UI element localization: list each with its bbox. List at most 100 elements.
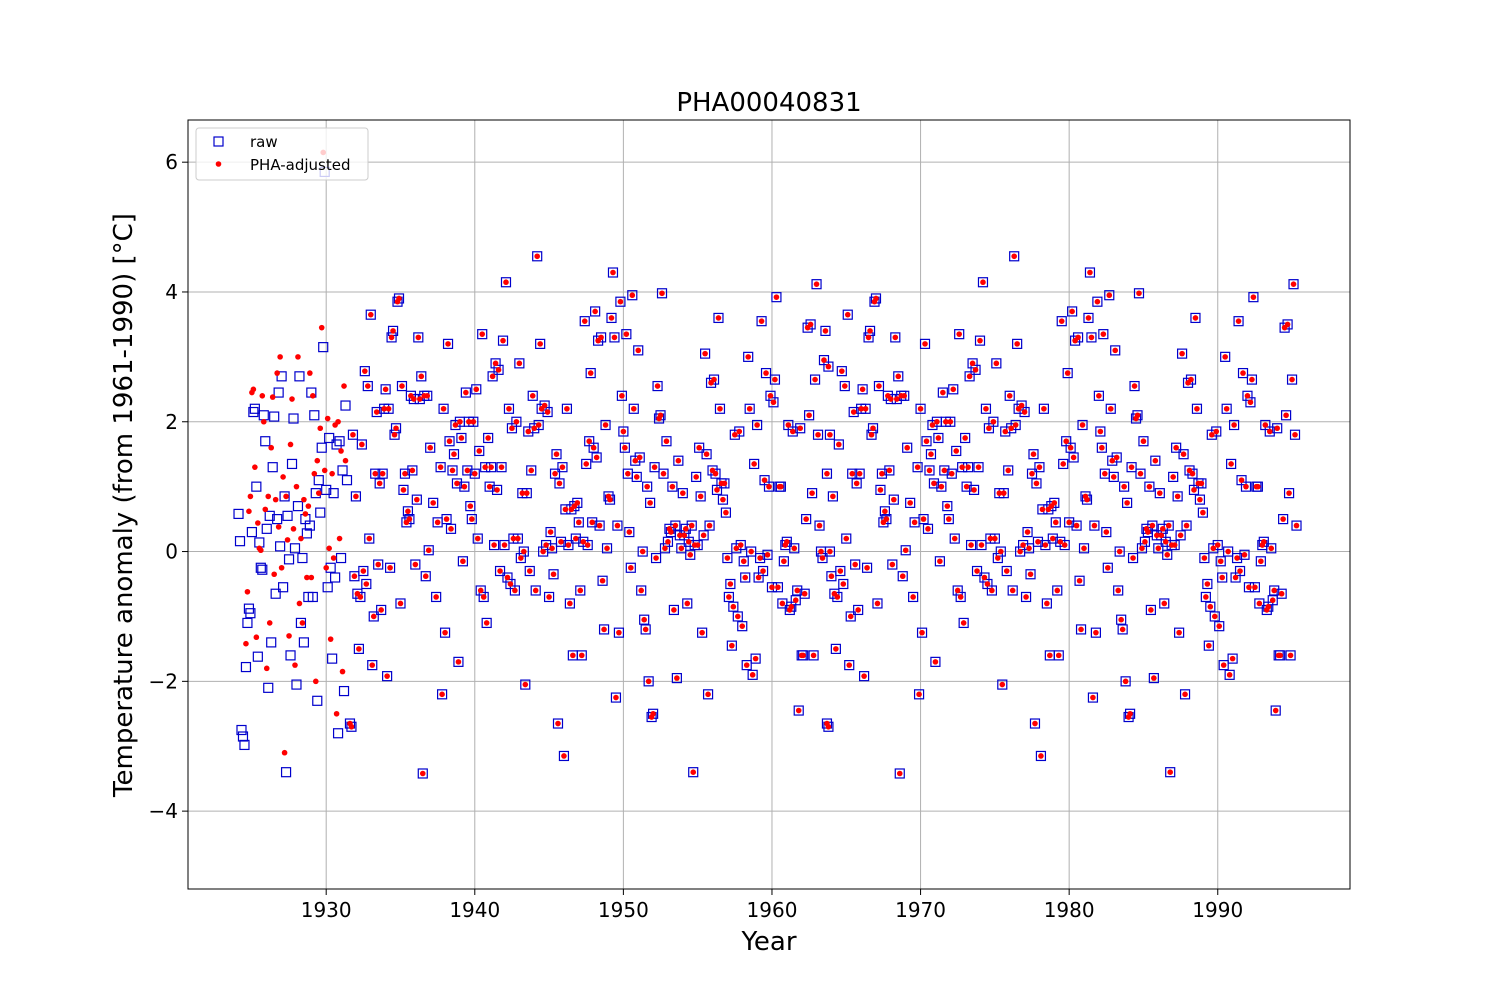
raw-point bbox=[347, 429, 359, 440]
adjusted-point bbox=[1137, 470, 1144, 477]
adjusted-point bbox=[364, 383, 371, 389]
raw-point bbox=[714, 403, 726, 414]
adjusted-point bbox=[598, 334, 604, 341]
adjusted-point bbox=[761, 477, 768, 483]
adjusted-point bbox=[1211, 613, 1218, 620]
raw-point bbox=[741, 660, 752, 671]
raw-point bbox=[659, 543, 671, 554]
raw-point bbox=[1237, 367, 1249, 379]
raw-point bbox=[1242, 390, 1253, 401]
adjusted-point bbox=[268, 444, 275, 451]
adjusted-point bbox=[633, 474, 640, 480]
raw-point bbox=[503, 403, 515, 414]
raw-point bbox=[509, 585, 521, 596]
adjusted-point bbox=[1162, 539, 1169, 545]
raw-point bbox=[340, 400, 351, 411]
raw-point bbox=[579, 316, 590, 327]
adjusted-point bbox=[919, 629, 925, 636]
raw-point bbox=[549, 468, 561, 479]
adjusted-point bbox=[1052, 519, 1059, 526]
raw-point bbox=[515, 552, 526, 564]
adjusted-point bbox=[452, 422, 459, 428]
raw-point bbox=[301, 528, 312, 539]
adjusted-point bbox=[700, 532, 707, 539]
raw-point bbox=[478, 591, 489, 603]
adjusted-point bbox=[742, 574, 749, 581]
adjusted-point bbox=[384, 673, 390, 679]
raw-point bbox=[294, 371, 305, 382]
raw-point bbox=[656, 288, 668, 299]
adjusted-point bbox=[1278, 590, 1285, 597]
adjusted-point bbox=[1244, 393, 1251, 399]
adjusted-point bbox=[246, 508, 252, 515]
raw-point bbox=[737, 621, 748, 632]
raw-point bbox=[1282, 319, 1293, 330]
adjusted-point bbox=[659, 290, 665, 297]
adjusted-point bbox=[1124, 500, 1130, 506]
adjusted-point bbox=[477, 587, 484, 594]
adjusted-point bbox=[861, 673, 867, 679]
adjusted-point bbox=[283, 493, 289, 500]
raw-point bbox=[1266, 543, 1277, 554]
raw-point bbox=[1200, 591, 1211, 603]
adjusted-point bbox=[1243, 483, 1249, 490]
adjusted-point bbox=[694, 542, 701, 548]
raw-point bbox=[436, 689, 448, 700]
adjusted-point bbox=[687, 551, 694, 558]
adjusted-point bbox=[1018, 402, 1025, 409]
adjusted-point bbox=[1085, 315, 1092, 321]
adjusted-point bbox=[515, 535, 521, 542]
raw-point bbox=[376, 604, 387, 616]
adjusted-point bbox=[781, 558, 787, 565]
raw-point bbox=[1289, 429, 1301, 440]
raw-point bbox=[717, 494, 729, 505]
adjusted-point bbox=[329, 470, 335, 477]
adjusted-point bbox=[599, 577, 606, 584]
adjusted-point bbox=[1070, 454, 1077, 461]
raw-point bbox=[327, 653, 338, 664]
adjusted-point bbox=[877, 487, 884, 493]
adjusted-point bbox=[1179, 350, 1185, 357]
adjusted-point bbox=[263, 665, 270, 672]
adjusted-point bbox=[290, 526, 297, 532]
raw-point bbox=[1264, 426, 1275, 437]
adjusted-point bbox=[827, 431, 833, 438]
x-tick-label: 1930 bbox=[301, 898, 352, 922]
adjusted-point bbox=[1128, 464, 1135, 470]
x-tick-label: 1970 bbox=[895, 898, 946, 922]
adjusted-point bbox=[619, 393, 625, 399]
raw-point bbox=[1068, 452, 1079, 463]
raw-point bbox=[536, 403, 547, 414]
adjusted-point bbox=[317, 425, 324, 432]
adjusted-point bbox=[947, 418, 954, 425]
gridlines bbox=[188, 120, 1350, 889]
raw-point bbox=[1135, 468, 1146, 479]
adjusted-point bbox=[387, 564, 393, 571]
adjusted-point bbox=[507, 581, 514, 587]
raw-point bbox=[768, 397, 779, 408]
adjusted-point bbox=[596, 522, 603, 529]
adjusted-point bbox=[772, 376, 778, 383]
adjusted-point bbox=[907, 500, 913, 506]
raw-point bbox=[295, 617, 307, 629]
adjusted-point bbox=[736, 428, 743, 435]
adjusted-point bbox=[1249, 376, 1255, 383]
raw-point bbox=[1154, 488, 1165, 499]
raw-point bbox=[1185, 374, 1197, 385]
adjusted-point bbox=[367, 311, 374, 318]
raw-point bbox=[1058, 458, 1069, 470]
raw-point bbox=[976, 539, 987, 551]
adjusted-point bbox=[1069, 308, 1075, 315]
raw-point bbox=[621, 329, 632, 340]
raw-point bbox=[1272, 423, 1283, 434]
adjusted-point bbox=[844, 311, 851, 318]
raw-point bbox=[838, 578, 849, 590]
raw-point bbox=[1278, 514, 1289, 525]
adjusted-point bbox=[339, 668, 346, 675]
raw-point bbox=[671, 672, 682, 684]
adjusted-point bbox=[785, 422, 792, 428]
adjusted-point bbox=[1283, 412, 1289, 419]
adjusted-point bbox=[448, 526, 454, 532]
raw-point bbox=[980, 403, 992, 414]
adjusted-point bbox=[1112, 347, 1119, 354]
